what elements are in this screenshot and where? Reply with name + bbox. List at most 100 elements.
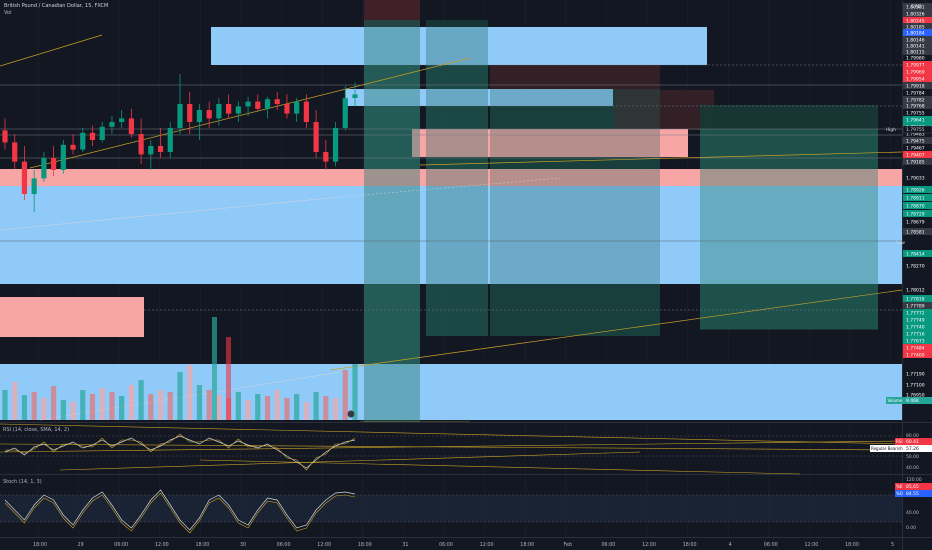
candle [70, 134, 76, 155]
time-label: 12:00 [155, 542, 169, 548]
volume-label: Volume [888, 398, 903, 403]
price-tag: 1.79969 [903, 68, 932, 76]
volume-bar [51, 386, 57, 420]
time-label: 12:00 [804, 542, 818, 548]
zones [0, 27, 902, 420]
stoch-k-line [4, 489, 356, 531]
volume-bar [352, 364, 358, 420]
rsi-pane[interactable] [0, 422, 902, 474]
time-label: 29 [78, 542, 84, 548]
rsi-label[interactable]: RSI (14, close, SMA, 14, 2) [3, 427, 69, 433]
candle [323, 140, 329, 170]
price-tag: 1.77716 [903, 330, 932, 338]
volume-bar [212, 317, 217, 420]
price-axis[interactable] [902, 0, 932, 550]
volume-bar [2, 390, 8, 420]
candle [187, 92, 193, 134]
low-tag: Low [896, 240, 905, 246]
high-value: 1.79755 [906, 127, 925, 133]
price-tags: 1.803811.803261.802451.801851.801841.801… [903, 3, 932, 399]
blue-zone-mid [345, 89, 613, 106]
price-tag: 1.79784 [906, 91, 925, 97]
price-tag-text: 1.78926 [906, 188, 925, 194]
candle [128, 108, 134, 138]
time-label: 18:00 [358, 542, 372, 548]
volume-bar [80, 390, 86, 420]
div-label: Regular Bearish [871, 446, 903, 451]
price-tag: 1.79483 [906, 132, 925, 138]
stoch-k-tag: %K [896, 484, 903, 489]
candle [352, 82, 358, 107]
price-tag-text: 1.80115 [906, 50, 925, 56]
time-label: 18:00 [195, 542, 209, 548]
candle [99, 122, 105, 143]
price-tag-text: 1.79467 [906, 146, 925, 152]
price-tag: 1.78729 [903, 210, 932, 218]
price-tag: 1.79641 [903, 116, 932, 124]
candle [12, 134, 18, 169]
rsi-ma-line [5, 433, 356, 471]
candle [60, 140, 66, 174]
stoch-k-value: 85.65 [906, 484, 919, 490]
volume-bar [216, 395, 222, 420]
time-label: 06:00 [601, 542, 615, 548]
price-tag: 1.77190 [906, 372, 925, 378]
price-tag-text: 1.80381 [906, 5, 925, 11]
volume-bar [303, 402, 309, 420]
price-tag-text: 1.79033 [906, 176, 925, 182]
candle [80, 128, 86, 152]
rsi-tick-80: 80.00 [906, 433, 919, 439]
price-tag: 1.80185 [903, 23, 932, 31]
price-tag-text: 1.76950 [906, 393, 925, 399]
volume-bar [12, 382, 18, 420]
volume-bar [313, 392, 319, 420]
volume-bar [167, 392, 173, 420]
price-tag-text: 1.80326 [906, 12, 925, 18]
volume-bar [274, 390, 280, 420]
candle [2, 118, 8, 150]
volume-bar [99, 388, 105, 420]
candle [119, 110, 125, 128]
volume-tag: Volume 9.46K [886, 397, 932, 404]
price-tag: 1.77818 [903, 295, 932, 303]
currency-label[interactable]: CAD [911, 4, 922, 10]
time-label: 30 [240, 542, 246, 548]
vol-label: Vol [4, 10, 11, 16]
candle [342, 86, 348, 131]
red-zone-mid [412, 129, 688, 157]
price-tag-text: 1.79969 [906, 70, 925, 76]
candle [274, 92, 280, 110]
price-tag-text: 1.80185 [906, 25, 925, 31]
stoch-axis: 120.00 %K 85.65 %D 84.55 40.00 0.00 [895, 477, 932, 531]
volume-bar [342, 370, 348, 420]
volume-bar [148, 394, 154, 420]
volume-bar [255, 394, 261, 420]
time-label: 12:00 [317, 542, 331, 548]
candle [255, 94, 261, 112]
price-tag: 1.78870 [903, 202, 932, 210]
low-label: Low [896, 240, 905, 246]
candle [148, 140, 154, 170]
candle [31, 170, 37, 212]
price-tag: 1.79980 [906, 56, 925, 62]
candle [196, 104, 203, 140]
price-tag-text: 1.77740 [906, 325, 925, 331]
rsi-value: 60.41 [906, 439, 919, 445]
volume-bar [187, 365, 193, 420]
stoch-label[interactable]: Stoch (14, 1, 3) [3, 479, 42, 485]
time-label: 06:00 [277, 542, 291, 548]
time-axis[interactable]: 18:00 29 06:00 12:00 18:00 30 06:00 12:00 18:00 3… [33, 542, 894, 548]
candle [109, 116, 115, 134]
price-tag-text: 1.78414 [906, 252, 925, 258]
replay-icon[interactable] [347, 410, 355, 418]
candle [313, 110, 319, 158]
candle [264, 96, 271, 119]
candle [226, 94, 232, 119]
price-tag: 1.79782 [903, 96, 932, 104]
volume-bar [138, 380, 144, 420]
time-label: 5 [891, 542, 894, 548]
high-label: High [886, 127, 896, 133]
symbol-title[interactable]: British Pound / Canadian Dollar, 15, FXC… [4, 3, 108, 9]
price-tag: 1.77673 [903, 337, 932, 345]
